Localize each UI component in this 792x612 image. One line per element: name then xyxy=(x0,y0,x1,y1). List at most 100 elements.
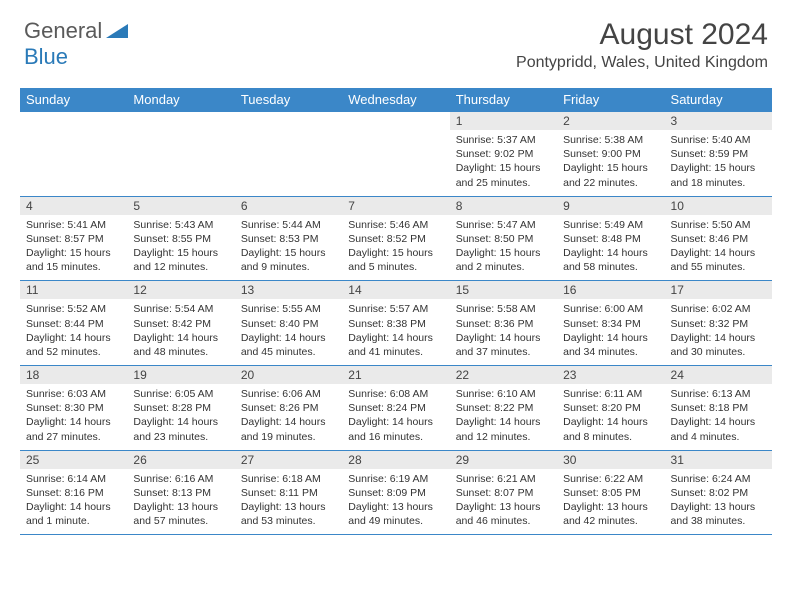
sunrise-text: Sunrise: 5:54 AM xyxy=(133,302,228,316)
sunrise-text: Sunrise: 5:41 AM xyxy=(26,218,121,232)
day-content-cell: Sunrise: 6:16 AMSunset: 8:13 PMDaylight:… xyxy=(127,469,234,535)
daylight-text: Daylight: 15 hours and 9 minutes. xyxy=(241,246,336,274)
day-number-cell xyxy=(342,112,449,131)
daylight-text: Daylight: 14 hours and 4 minutes. xyxy=(671,415,766,443)
sunset-text: Sunset: 8:30 PM xyxy=(26,401,121,415)
day-content-cell: Sunrise: 5:43 AMSunset: 8:55 PMDaylight:… xyxy=(127,215,234,281)
sunrise-text: Sunrise: 6:02 AM xyxy=(671,302,766,316)
week-number-row: 11121314151617 xyxy=(20,281,772,300)
sunset-text: Sunset: 8:20 PM xyxy=(563,401,658,415)
day-content-cell: Sunrise: 6:18 AMSunset: 8:11 PMDaylight:… xyxy=(235,469,342,535)
day-header: Saturday xyxy=(665,88,772,112)
day-content-cell: Sunrise: 5:57 AMSunset: 8:38 PMDaylight:… xyxy=(342,299,449,365)
day-content-cell xyxy=(235,130,342,196)
daylight-text: Daylight: 14 hours and 23 minutes. xyxy=(133,415,228,443)
sunrise-text: Sunrise: 6:11 AM xyxy=(563,387,658,401)
day-number-cell: 2 xyxy=(557,112,664,131)
sunset-text: Sunset: 8:36 PM xyxy=(456,317,551,331)
day-content-cell: Sunrise: 6:24 AMSunset: 8:02 PMDaylight:… xyxy=(665,469,772,535)
daylight-text: Daylight: 13 hours and 42 minutes. xyxy=(563,500,658,528)
daylight-text: Daylight: 13 hours and 57 minutes. xyxy=(133,500,228,528)
sunset-text: Sunset: 8:13 PM xyxy=(133,486,228,500)
day-number-cell: 6 xyxy=(235,196,342,215)
day-number-cell: 13 xyxy=(235,281,342,300)
sunset-text: Sunset: 8:02 PM xyxy=(671,486,766,500)
day-content-cell: Sunrise: 5:47 AMSunset: 8:50 PMDaylight:… xyxy=(450,215,557,281)
day-content-cell: Sunrise: 6:05 AMSunset: 8:28 PMDaylight:… xyxy=(127,384,234,450)
day-number-cell: 26 xyxy=(127,450,234,469)
day-number-cell: 12 xyxy=(127,281,234,300)
day-number-cell: 3 xyxy=(665,112,772,131)
sunset-text: Sunset: 8:59 PM xyxy=(671,147,766,161)
daylight-text: Daylight: 14 hours and 52 minutes. xyxy=(26,331,121,359)
sunrise-text: Sunrise: 6:08 AM xyxy=(348,387,443,401)
sunrise-text: Sunrise: 5:57 AM xyxy=(348,302,443,316)
day-content-cell xyxy=(127,130,234,196)
day-content-cell: Sunrise: 5:40 AMSunset: 8:59 PMDaylight:… xyxy=(665,130,772,196)
month-title: August 2024 xyxy=(516,18,768,52)
day-number-cell: 4 xyxy=(20,196,127,215)
day-content-cell: Sunrise: 6:00 AMSunset: 8:34 PMDaylight:… xyxy=(557,299,664,365)
day-content-cell: Sunrise: 5:44 AMSunset: 8:53 PMDaylight:… xyxy=(235,215,342,281)
daylight-text: Daylight: 15 hours and 5 minutes. xyxy=(348,246,443,274)
daylight-text: Daylight: 14 hours and 19 minutes. xyxy=(241,415,336,443)
day-header: Sunday xyxy=(20,88,127,112)
day-number-cell: 16 xyxy=(557,281,664,300)
header: General August 2024 Pontypridd, Wales, U… xyxy=(0,0,792,80)
day-number-cell: 17 xyxy=(665,281,772,300)
day-content-cell: Sunrise: 5:58 AMSunset: 8:36 PMDaylight:… xyxy=(450,299,557,365)
day-number-cell xyxy=(127,112,234,131)
sunset-text: Sunset: 8:05 PM xyxy=(563,486,658,500)
logo: General xyxy=(24,18,130,44)
week-content-row: Sunrise: 5:37 AMSunset: 9:02 PMDaylight:… xyxy=(20,130,772,196)
location: Pontypridd, Wales, United Kingdom xyxy=(516,54,768,72)
day-content-cell: Sunrise: 6:22 AMSunset: 8:05 PMDaylight:… xyxy=(557,469,664,535)
day-number-cell: 24 xyxy=(665,366,772,385)
sunrise-text: Sunrise: 6:10 AM xyxy=(456,387,551,401)
week-content-row: Sunrise: 5:52 AMSunset: 8:44 PMDaylight:… xyxy=(20,299,772,365)
day-content-cell: Sunrise: 6:10 AMSunset: 8:22 PMDaylight:… xyxy=(450,384,557,450)
sunset-text: Sunset: 8:09 PM xyxy=(348,486,443,500)
sunrise-text: Sunrise: 6:18 AM xyxy=(241,472,336,486)
day-content-cell: Sunrise: 6:02 AMSunset: 8:32 PMDaylight:… xyxy=(665,299,772,365)
daylight-text: Daylight: 14 hours and 1 minute. xyxy=(26,500,121,528)
day-content-cell: Sunrise: 6:08 AMSunset: 8:24 PMDaylight:… xyxy=(342,384,449,450)
day-content-cell: Sunrise: 6:21 AMSunset: 8:07 PMDaylight:… xyxy=(450,469,557,535)
day-number-cell xyxy=(235,112,342,131)
day-header: Friday xyxy=(557,88,664,112)
sunrise-text: Sunrise: 5:37 AM xyxy=(456,133,551,147)
daylight-text: Daylight: 14 hours and 41 minutes. xyxy=(348,331,443,359)
week-content-row: Sunrise: 5:41 AMSunset: 8:57 PMDaylight:… xyxy=(20,215,772,281)
day-number-cell: 30 xyxy=(557,450,664,469)
daylight-text: Daylight: 15 hours and 15 minutes. xyxy=(26,246,121,274)
sunset-text: Sunset: 8:38 PM xyxy=(348,317,443,331)
sunset-text: Sunset: 8:46 PM xyxy=(671,232,766,246)
day-content-cell: Sunrise: 5:54 AMSunset: 8:42 PMDaylight:… xyxy=(127,299,234,365)
week-content-row: Sunrise: 6:03 AMSunset: 8:30 PMDaylight:… xyxy=(20,384,772,450)
sunrise-text: Sunrise: 5:58 AM xyxy=(456,302,551,316)
day-number-cell: 21 xyxy=(342,366,449,385)
day-content-cell: Sunrise: 5:38 AMSunset: 9:00 PMDaylight:… xyxy=(557,130,664,196)
sunrise-text: Sunrise: 6:05 AM xyxy=(133,387,228,401)
daylight-text: Daylight: 14 hours and 37 minutes. xyxy=(456,331,551,359)
daylight-text: Daylight: 14 hours and 48 minutes. xyxy=(133,331,228,359)
sunset-text: Sunset: 9:00 PM xyxy=(563,147,658,161)
day-number-cell: 20 xyxy=(235,366,342,385)
day-number-cell: 18 xyxy=(20,366,127,385)
day-number-cell: 11 xyxy=(20,281,127,300)
day-number-cell: 22 xyxy=(450,366,557,385)
day-header: Wednesday xyxy=(342,88,449,112)
sunrise-text: Sunrise: 5:47 AM xyxy=(456,218,551,232)
daylight-text: Daylight: 14 hours and 8 minutes. xyxy=(563,415,658,443)
sunset-text: Sunset: 8:40 PM xyxy=(241,317,336,331)
week-number-row: 25262728293031 xyxy=(20,450,772,469)
daylight-text: Daylight: 14 hours and 58 minutes. xyxy=(563,246,658,274)
day-content-cell xyxy=(20,130,127,196)
daylight-text: Daylight: 13 hours and 53 minutes. xyxy=(241,500,336,528)
logo-text-blue-wrap: Blue xyxy=(24,44,68,70)
week-number-row: 123 xyxy=(20,112,772,131)
sunset-text: Sunset: 8:48 PM xyxy=(563,232,658,246)
sunrise-text: Sunrise: 5:38 AM xyxy=(563,133,658,147)
day-number-cell: 1 xyxy=(450,112,557,131)
day-content-cell: Sunrise: 6:19 AMSunset: 8:09 PMDaylight:… xyxy=(342,469,449,535)
